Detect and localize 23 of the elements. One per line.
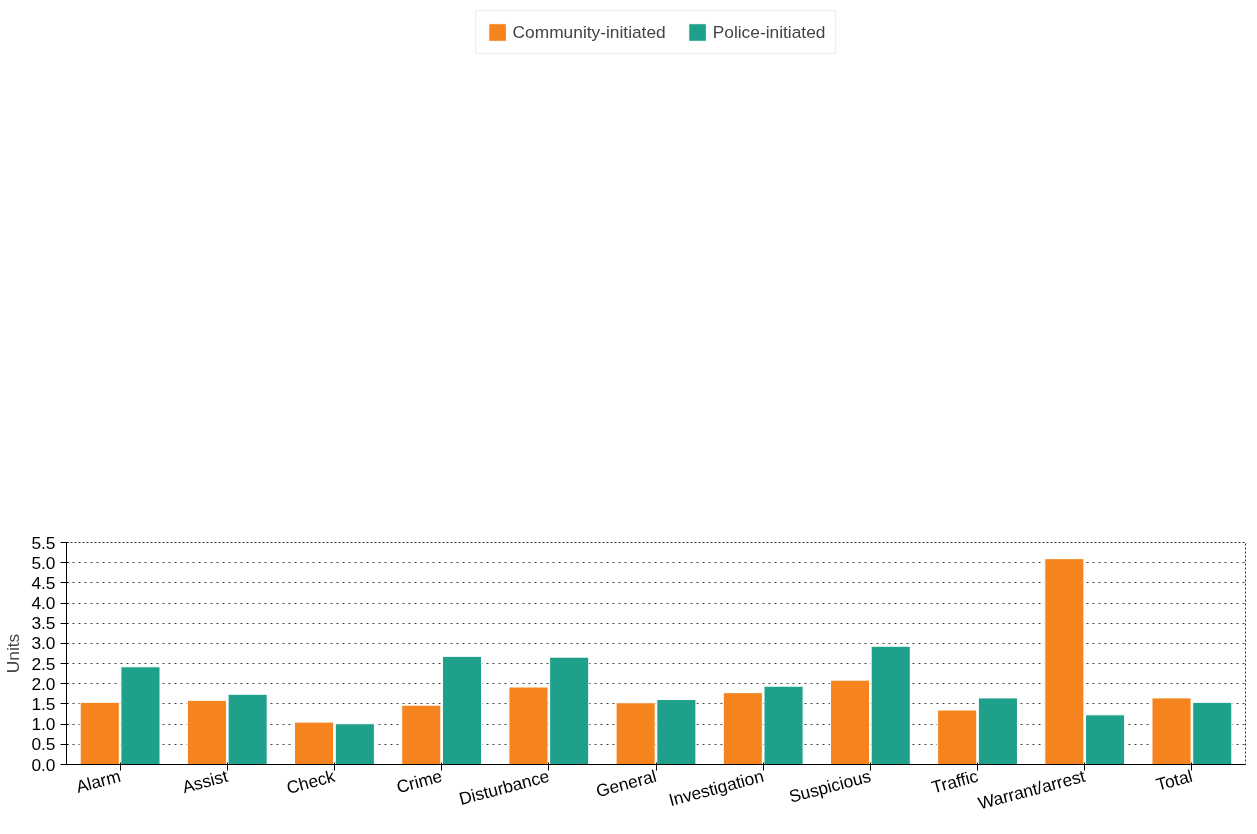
y-tick-label: 5.0 — [31, 552, 56, 573]
y-tick-label: 0.5 — [31, 734, 56, 755]
x-tick-label: Assist — [180, 765, 231, 798]
x-tick-label: Alarm — [73, 765, 123, 797]
x-tick-label: General — [593, 765, 659, 802]
y-axis-title: Units — [3, 633, 24, 674]
x-tick-label: Traffic — [929, 765, 981, 798]
x-tick-label: Total — [1153, 765, 1195, 795]
y-tick-label: 4.5 — [31, 572, 56, 593]
y-tick-label: 1.0 — [31, 714, 56, 735]
y-tick-label: 2.0 — [31, 673, 56, 694]
x-tick-label: Check — [284, 765, 338, 798]
y-tick-label: 3.5 — [31, 613, 56, 634]
legend-label: Police-initiated — [712, 21, 826, 43]
x-tick-label: Crime — [394, 765, 445, 798]
y-tick-label: 4.0 — [31, 593, 56, 614]
y-tick-label: 3.0 — [31, 633, 56, 654]
y-tick-label: 5.5 — [31, 532, 56, 553]
y-tick-label: 1.5 — [31, 693, 56, 714]
legend-label: Community-initiated — [512, 21, 666, 43]
x-tick-label: Suspicious — [786, 765, 874, 807]
y-tick-label: 0.0 — [31, 754, 56, 775]
y-tick-label: 2.5 — [31, 653, 56, 674]
